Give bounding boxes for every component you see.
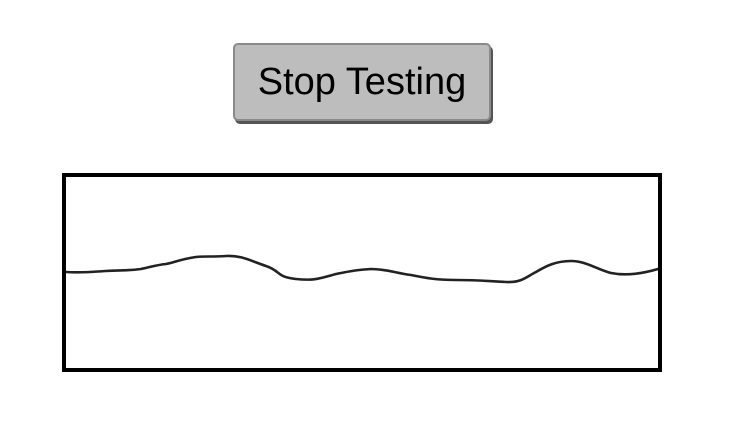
stop-testing-button[interactable]: Stop Testing	[233, 43, 491, 121]
waveform-trace-icon	[66, 254, 658, 284]
waveform-line	[66, 254, 658, 284]
waveform-display	[62, 173, 662, 372]
